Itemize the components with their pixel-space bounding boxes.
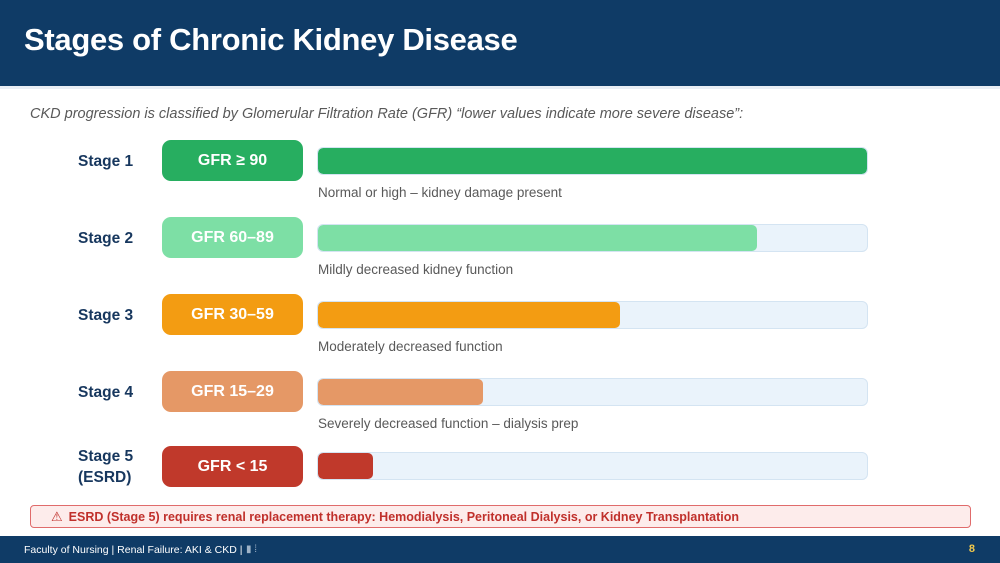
progress-fill xyxy=(318,379,483,405)
gfr-pill: GFR 60–89 xyxy=(162,217,303,258)
stage-row-2: Stage 2 GFR 60–89 Mildly decreased kidne… xyxy=(0,217,1000,287)
footer-glyph-icon: ▮ ⁞ xyxy=(246,544,258,555)
gfr-pill: GFR 15–29 xyxy=(162,371,303,412)
header-divider xyxy=(0,86,1000,89)
stage-label-line1: Stage 1 xyxy=(78,153,134,170)
stage-label-line1: Stage 5 xyxy=(78,448,134,465)
slide-title: Stages of Chronic Kidney Disease xyxy=(24,22,518,57)
intro-text: CKD progression is classified by Glomeru… xyxy=(30,106,744,122)
warning-triangle-icon: ⚠ xyxy=(51,508,63,524)
gfr-pill: GFR < 15 xyxy=(162,446,303,487)
stage-row-4: Stage 4 GFR 15–29 Severely decreased fun… xyxy=(0,371,1000,441)
progress-fill xyxy=(318,302,620,328)
progress-track xyxy=(317,378,868,406)
stage-label: Stage 5 (ESRD) xyxy=(78,446,158,488)
footer-text: Faculty of Nursing | Renal Failure: AKI … xyxy=(24,544,243,556)
page-number: 8 xyxy=(968,543,975,555)
stage-label: Stage 1 xyxy=(78,151,158,172)
stage-description: Severely decreased function – dialysis p… xyxy=(318,416,579,431)
stage-row-1: Stage 1 GFR ≥ 90 Normal or high – kidney… xyxy=(0,140,1000,210)
stage-label: Stage 4 xyxy=(78,382,158,403)
progress-fill xyxy=(318,453,373,479)
stage-description: Moderately decreased function xyxy=(318,339,503,354)
progress-track xyxy=(317,452,868,480)
stage-description: Mildly decreased kidney function xyxy=(318,262,514,277)
esrd-warning-banner: ⚠ ESRD (Stage 5) requires renal replacem… xyxy=(30,505,971,528)
progress-fill xyxy=(318,148,867,174)
slide-footer: Faculty of Nursing | Renal Failure: AKI … xyxy=(0,536,1000,563)
stage-label-line1: Stage 4 xyxy=(78,384,134,401)
warning-text: ESRD (Stage 5) requires renal replacemen… xyxy=(68,509,740,524)
stage-row-5: Stage 5 (ESRD) GFR < 15 xyxy=(0,446,1000,516)
progress-track xyxy=(317,301,868,329)
progress-track xyxy=(317,147,868,175)
stage-row-3: Stage 3 GFR 30–59 Moderately decreased f… xyxy=(0,294,1000,364)
slide-header: Stages of Chronic Kidney Disease xyxy=(0,0,1000,86)
progress-fill xyxy=(318,225,758,251)
stage-label-line2: (ESRD) xyxy=(78,469,132,486)
stage-label: Stage 3 xyxy=(78,305,158,326)
progress-track xyxy=(317,224,868,252)
stage-description: Normal or high – kidney damage present xyxy=(318,185,562,200)
stage-label-line1: Stage 3 xyxy=(78,307,134,324)
stage-label: Stage 2 xyxy=(78,228,158,249)
gfr-pill: GFR 30–59 xyxy=(162,294,303,335)
gfr-pill: GFR ≥ 90 xyxy=(162,140,303,181)
stage-label-line1: Stage 2 xyxy=(78,230,134,247)
